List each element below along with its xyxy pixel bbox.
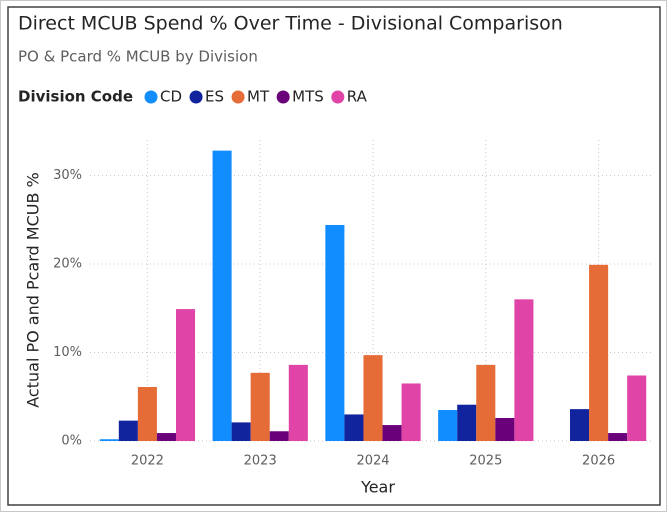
bar <box>231 422 251 441</box>
x-tick-label: 2022 <box>131 454 164 469</box>
x-tick-label: 2023 <box>244 454 277 469</box>
y-tick-label: 0% <box>61 434 82 449</box>
legend-label: MTS <box>292 88 324 106</box>
legend-label: ES <box>205 88 224 106</box>
bar <box>608 433 628 441</box>
bar <box>570 409 590 441</box>
bar <box>269 431 289 441</box>
bar <box>457 404 477 441</box>
bar <box>118 420 138 441</box>
y-axis-title: Actual PO and Pcard MCUB % <box>24 172 43 407</box>
x-tick-label: 2026 <box>582 454 615 469</box>
bar <box>514 299 534 441</box>
x-tick-label: 2025 <box>469 454 502 469</box>
bar <box>175 309 196 441</box>
bar <box>363 355 383 441</box>
bar <box>627 375 647 441</box>
bar <box>288 364 308 441</box>
y-tick-label: 20% <box>53 256 82 271</box>
bar <box>382 425 402 441</box>
legend-swatch <box>276 90 290 104</box>
legend-swatch <box>231 90 245 104</box>
legend-swatch <box>189 90 203 104</box>
bar <box>401 383 421 441</box>
legend-title: Division Code <box>18 88 133 106</box>
y-tick-label: 10% <box>53 345 82 360</box>
bar <box>589 264 609 441</box>
bar <box>156 433 176 441</box>
legend-swatch <box>144 90 158 104</box>
x-tick-label: 2024 <box>356 454 389 469</box>
legend-label: MT <box>247 88 270 106</box>
bar <box>495 417 515 441</box>
x-axis-title: Year <box>360 478 395 497</box>
bar <box>137 386 157 441</box>
bar <box>212 150 232 441</box>
bar <box>250 372 270 441</box>
bar <box>344 414 364 441</box>
bar <box>438 410 458 441</box>
bar <box>99 439 119 441</box>
y-tick-label: 30% <box>53 168 82 183</box>
chart-subtitle: PO & Pcard % MCUB by Division <box>18 48 258 66</box>
legend-swatch <box>331 90 345 104</box>
legend-label: RA <box>347 88 368 106</box>
bar <box>325 224 345 441</box>
bar <box>476 364 496 441</box>
chart-title: Direct MCUB Spend % Over Time - Division… <box>18 13 563 35</box>
legend-label: CD <box>160 88 182 106</box>
